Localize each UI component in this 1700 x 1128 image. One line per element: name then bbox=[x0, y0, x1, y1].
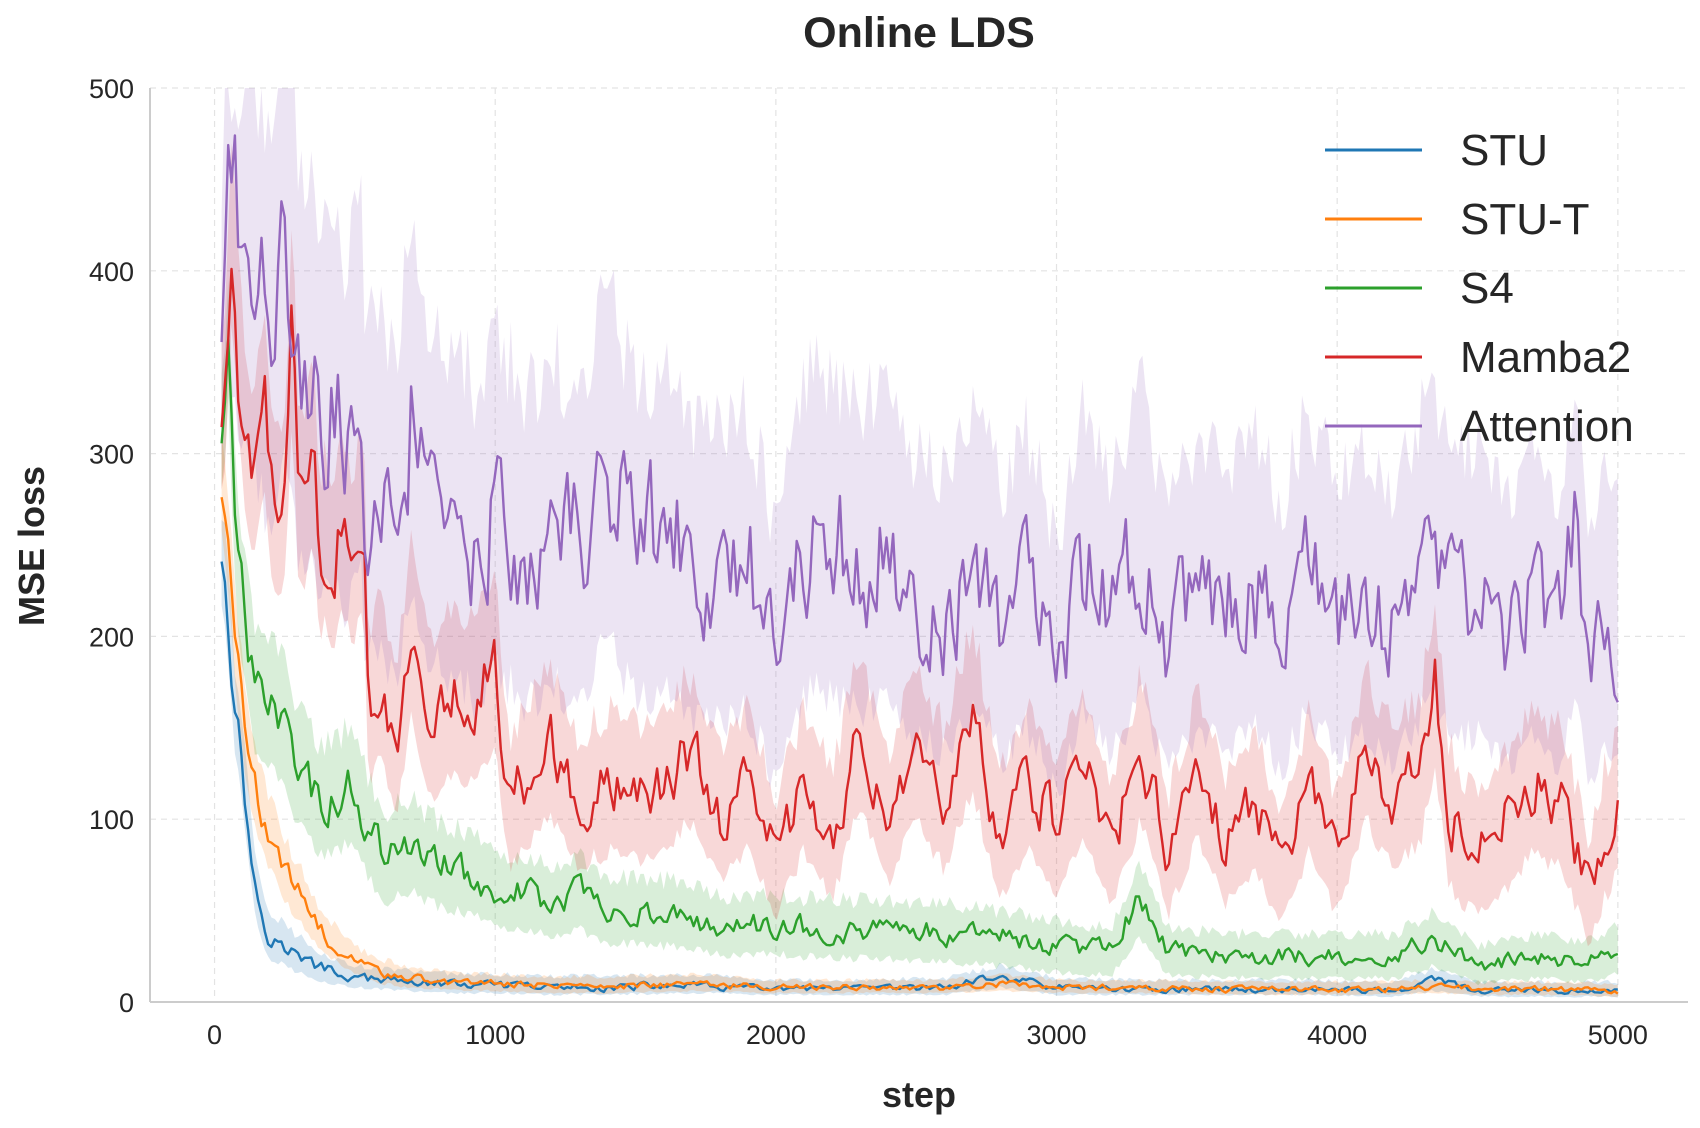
x-tick-label: 5000 bbox=[1588, 1020, 1648, 1050]
x-axis-label: step bbox=[882, 1074, 956, 1115]
x-tick-label: 4000 bbox=[1307, 1020, 1367, 1050]
legend-label: Attention bbox=[1460, 402, 1634, 451]
y-tick-label: 400 bbox=[89, 257, 134, 287]
x-tick-label: 2000 bbox=[746, 1020, 806, 1050]
chart-title: Online LDS bbox=[803, 9, 1035, 57]
y-tick-label: 300 bbox=[89, 440, 134, 470]
series-lines bbox=[220, 134, 1619, 995]
y-tick-label: 0 bbox=[119, 988, 134, 1018]
legend: STU STU-T S4 Mamba2 Attention bbox=[1325, 126, 1634, 451]
band-mamba2 bbox=[221, 143, 1618, 947]
legend-label: Mamba2 bbox=[1460, 333, 1631, 382]
confidence-bands bbox=[221, 88, 1618, 998]
legend-label: S4 bbox=[1460, 264, 1514, 313]
line-mamba2 bbox=[220, 267, 1619, 886]
x-tick-labels: 0 1000 2000 3000 4000 5000 bbox=[207, 1020, 1648, 1050]
line-stu-t bbox=[220, 496, 1619, 995]
band-attention bbox=[221, 88, 1618, 797]
y-tick-label: 200 bbox=[89, 622, 134, 652]
x-tick-label: 0 bbox=[207, 1020, 222, 1050]
x-tick-label: 1000 bbox=[465, 1020, 525, 1050]
legend-label: STU bbox=[1460, 126, 1548, 175]
x-tick-label: 3000 bbox=[1026, 1020, 1086, 1050]
line-s4 bbox=[220, 338, 1619, 971]
line-attention bbox=[220, 134, 1619, 703]
legend-label: STU-T bbox=[1460, 195, 1590, 244]
y-tick-labels: 0 100 200 300 400 500 bbox=[89, 74, 134, 1018]
y-tick-label: 500 bbox=[89, 74, 134, 104]
y-tick-label: 100 bbox=[89, 805, 134, 835]
y-axis-label: MSE loss bbox=[11, 466, 52, 626]
